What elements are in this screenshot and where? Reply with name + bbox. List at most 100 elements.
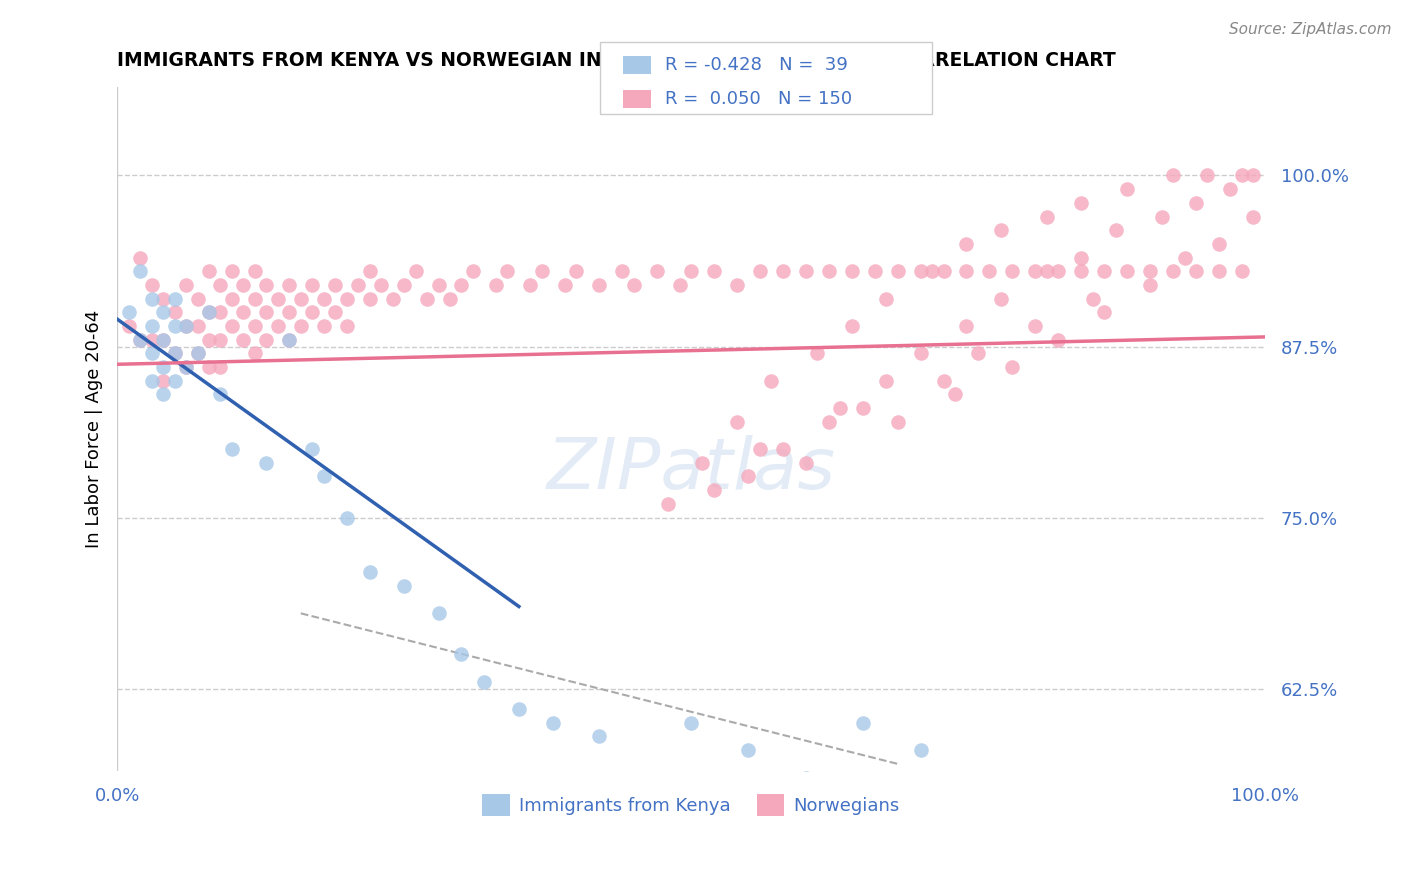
Point [209,387,232,401]
Text: IMMIGRANTS FROM KENYA VS NORWEGIAN IN LABOR FORCE | AGE 20-64 CORRELATION CHART: IMMIGRANTS FROM KENYA VS NORWEGIAN IN LA… [117,51,1116,70]
Point [174,318,197,333]
Point [152,333,174,347]
Point [209,277,232,292]
Point [530,264,553,278]
Point [416,292,439,306]
Point [336,318,359,333]
Point [450,277,472,292]
Point [174,277,197,292]
Point [359,292,381,306]
Point [543,715,565,730]
Point [1081,292,1104,306]
Point [163,374,186,388]
Point [439,292,461,306]
Point [910,264,932,278]
Point [278,333,301,347]
Point [198,305,221,319]
Point [1024,264,1046,278]
Point [748,442,770,457]
Point [152,374,174,388]
Point [1047,333,1070,347]
Point [943,387,966,401]
Point [290,318,312,333]
Point [1001,264,1024,278]
Point [519,277,541,292]
Point [152,305,174,319]
Point [841,318,863,333]
Point [1001,359,1024,374]
Point [198,359,221,374]
Point [794,456,817,470]
Point [129,251,152,265]
Point [588,277,610,292]
Point [921,264,943,278]
Point [794,264,817,278]
Point [806,346,828,360]
Point [347,277,370,292]
Point [910,346,932,360]
Point [301,305,323,319]
Point [174,359,197,374]
Point [267,292,290,306]
Point [1024,318,1046,333]
Point [817,264,839,278]
Point [450,648,472,662]
Point [1036,264,1059,278]
Point [474,674,496,689]
Point [1230,169,1253,183]
Text: ZIPatlas: ZIPatlas [547,435,835,504]
Point [209,333,232,347]
Point [381,292,404,306]
Point [910,743,932,757]
Point [129,264,152,278]
Point [405,264,427,278]
Point [186,346,208,360]
Point [1139,277,1161,292]
Point [278,277,301,292]
Point [955,264,977,278]
Point [1092,305,1115,319]
Point [221,318,243,333]
Point [186,318,208,333]
Point [612,264,634,278]
Point [232,277,254,292]
Point [737,469,759,483]
Point [186,346,208,360]
Point [392,579,415,593]
Point [163,292,186,306]
Point [152,333,174,347]
Point [841,264,863,278]
Legend: Immigrants from Kenya, Norwegians: Immigrants from Kenya, Norwegians [475,787,907,823]
Point [427,607,450,621]
Point [461,264,484,278]
Point [198,333,221,347]
Point [1241,169,1264,183]
Point [1092,264,1115,278]
Point [725,415,748,429]
Point [875,292,897,306]
Point [141,318,163,333]
Point [141,374,163,388]
Point [232,305,254,319]
Point [1150,210,1173,224]
Point [1161,264,1184,278]
Point [1161,169,1184,183]
Point [967,346,990,360]
Point [979,264,1001,278]
Point [886,264,908,278]
Point [290,292,312,306]
Point [141,277,163,292]
Point [817,415,839,429]
Point [679,715,702,730]
Point [186,292,208,306]
Point [863,264,886,278]
Point [163,346,186,360]
Text: Source: ZipAtlas.com: Source: ZipAtlas.com [1229,22,1392,37]
Point [852,715,875,730]
Point [1197,169,1219,183]
Point [886,415,908,429]
Text: R =  0.050   N = 150: R = 0.050 N = 150 [665,90,852,108]
Point [990,292,1012,306]
Point [668,277,690,292]
Point [209,305,232,319]
